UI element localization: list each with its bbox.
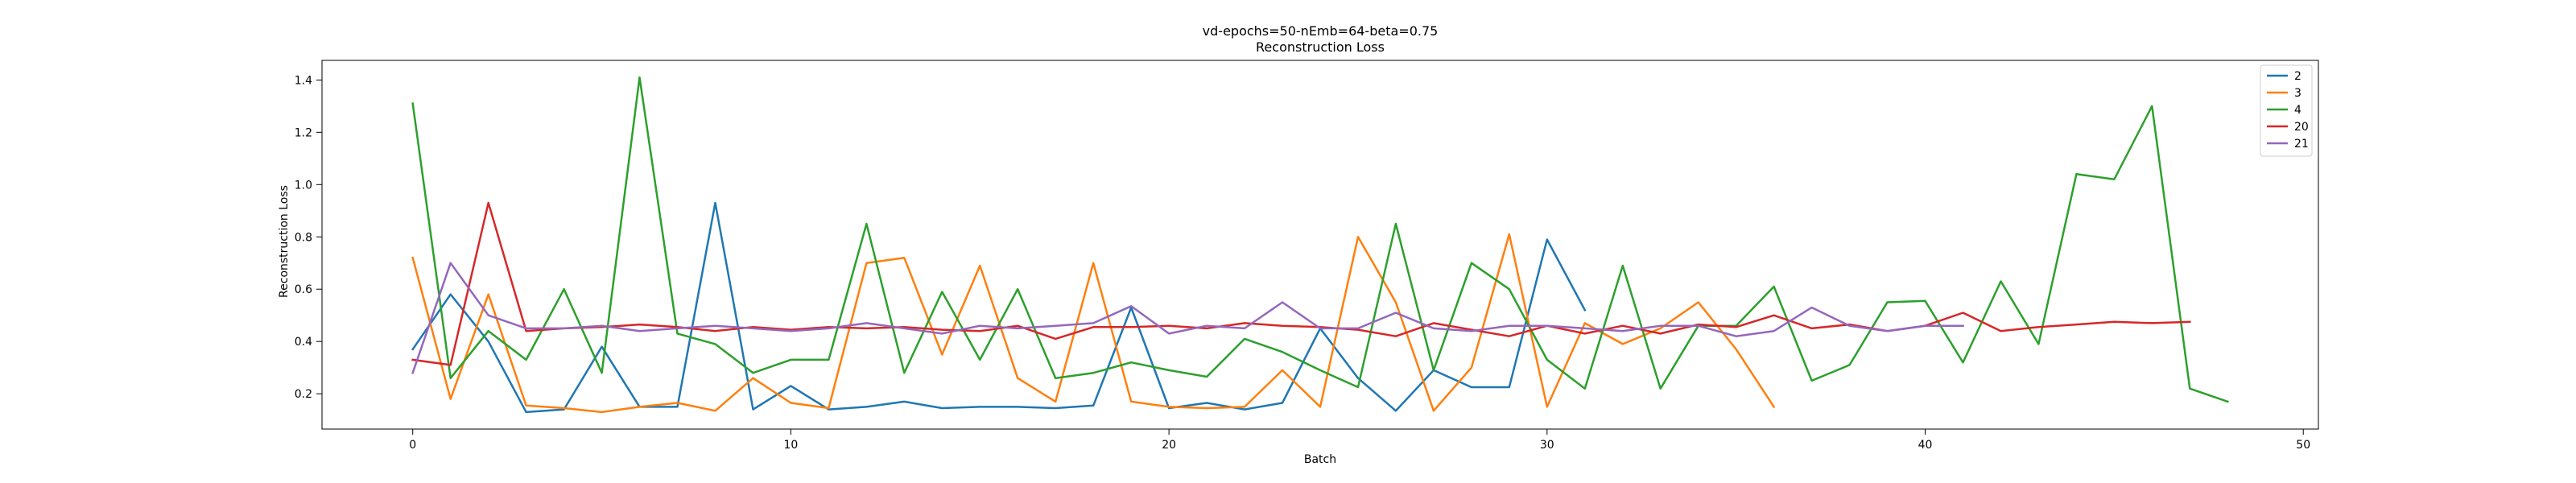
legend-label-3: 3 [2294, 87, 2301, 100]
y-tick-label: 0.2 [295, 388, 312, 401]
y-tick-label: 1.2 [295, 126, 312, 139]
chart-title: vd-epochs=50-nEmb=64-beta=0.75 [1203, 23, 1439, 39]
y-axis: 0.2 0.4 0.6 0.8 1.0 1.2 1.4 [295, 74, 322, 401]
y-tick-label: 0.4 [295, 336, 312, 349]
x-tick-label: 50 [2296, 439, 2310, 452]
legend-label-4: 4 [2294, 104, 2301, 117]
series-layer [411, 76, 2229, 414]
y-tick-label: 1.0 [295, 179, 312, 192]
x-tick-label: 0 [409, 439, 416, 452]
series-line-3 [411, 233, 1776, 414]
legend-label-2: 2 [2294, 70, 2301, 83]
x-axis: 0 10 20 30 40 50 [409, 429, 2310, 452]
y-axis-label: Reconstruction Loss [278, 185, 291, 298]
x-tick-label: 10 [784, 439, 799, 452]
x-tick-label: 40 [1918, 439, 1933, 452]
series-line-21 [411, 262, 1964, 374]
legend-label-20: 20 [2294, 121, 2309, 134]
legend-label-21: 21 [2294, 138, 2309, 151]
series-line-4 [411, 76, 2229, 403]
x-tick-label: 20 [1162, 439, 1176, 452]
chart-subtitle: Reconstruction Loss [1256, 39, 1385, 55]
y-tick-label: 1.4 [295, 74, 312, 87]
plot-frame [321, 60, 2319, 430]
x-axis-label: Batch [1304, 453, 1336, 466]
x-tick-label: 30 [1540, 439, 1554, 452]
legend: 2 3 4 20 21 [2260, 64, 2313, 157]
series-line-2 [411, 201, 1587, 414]
y-tick-label: 0.6 [295, 283, 312, 296]
y-tick-label: 0.8 [295, 231, 312, 244]
legend-box [2260, 64, 2313, 157]
plot-area: 0 10 20 30 40 50 0.2 0.4 0.6 0.8 1.0 1.2 1.4 [295, 60, 2319, 452]
